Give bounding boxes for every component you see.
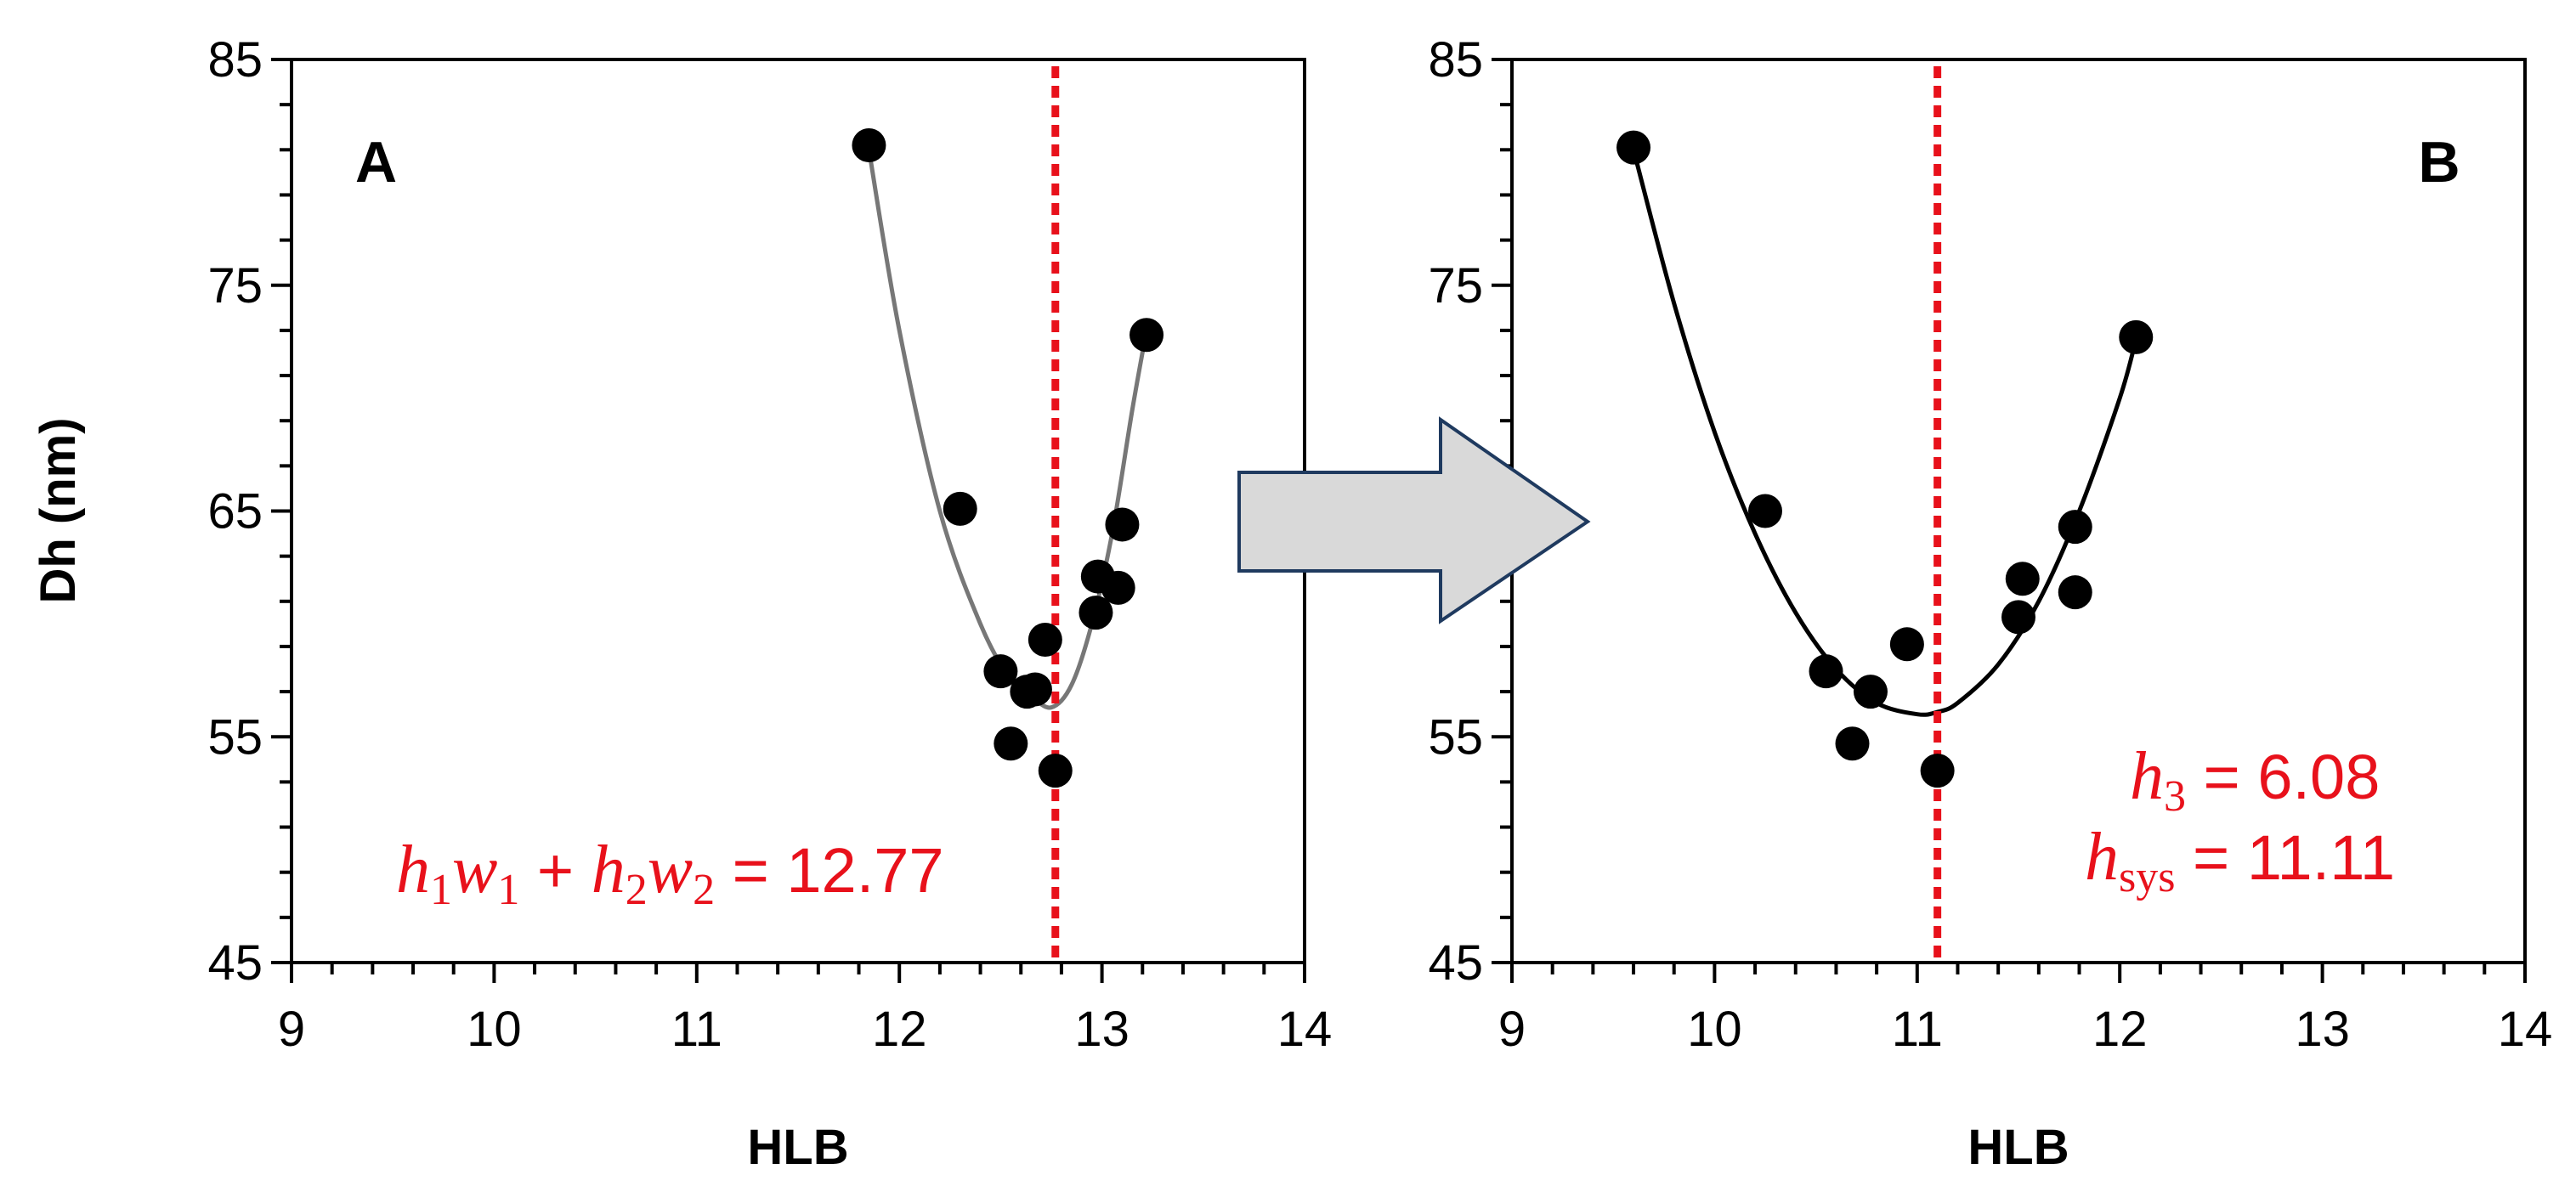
annotation-a: h1w1 + h2w2 = 12.77 bbox=[396, 833, 944, 914]
data-point bbox=[994, 726, 1028, 761]
x-tick-label: 10 bbox=[1687, 1002, 1742, 1057]
transition-arrow bbox=[1237, 416, 1591, 624]
panel-label-b: B bbox=[2418, 130, 2460, 195]
data-point bbox=[1017, 672, 1052, 707]
data-point bbox=[852, 127, 886, 162]
y-tick-label: 55 bbox=[207, 709, 263, 765]
x-tick-label: 12 bbox=[2092, 1002, 2148, 1057]
data-point bbox=[2119, 319, 2154, 354]
data-points-b bbox=[1616, 130, 2154, 788]
data-point bbox=[1101, 570, 1135, 605]
plot-frame-a bbox=[290, 58, 1306, 964]
y-tick-label: 45 bbox=[207, 935, 263, 991]
data-point bbox=[2005, 562, 2040, 596]
data-point bbox=[1835, 726, 1870, 761]
panel-label-a: A bbox=[355, 130, 397, 195]
data-point bbox=[1028, 622, 1062, 657]
data-point bbox=[2058, 575, 2092, 610]
x-tick-label: 10 bbox=[467, 1002, 522, 1057]
annotation-a-value: 12.77 bbox=[786, 835, 943, 906]
x-tick-label: 12 bbox=[872, 1002, 927, 1057]
annotation-b-hsys-value: 11.11 bbox=[2247, 822, 2395, 893]
data-point bbox=[1038, 754, 1073, 788]
x-tick-label: 9 bbox=[1498, 1002, 1526, 1057]
data-point bbox=[1129, 318, 1164, 353]
x-axis-title-b: HLB bbox=[1967, 1120, 2069, 1175]
x-tick-label: 9 bbox=[278, 1002, 305, 1057]
y-tick-label: 85 bbox=[1428, 32, 1483, 88]
data-point bbox=[943, 491, 977, 526]
x-tick-label: 13 bbox=[1074, 1002, 1129, 1057]
plot-frame-b bbox=[1510, 58, 2527, 964]
annotation-b-h3-value: 6.08 bbox=[2257, 742, 2380, 812]
y-tick-label: 65 bbox=[207, 484, 263, 539]
data-point bbox=[1079, 596, 1113, 630]
y-tick-label: 75 bbox=[207, 258, 263, 313]
y-axis-title: Dh (nm) bbox=[31, 417, 86, 603]
tick-labels-a: 9 10 11 12 13 14 45 55 65 75 85 bbox=[207, 32, 1332, 1057]
data-point bbox=[1809, 654, 1843, 689]
x-tick-label: 11 bbox=[671, 1002, 722, 1057]
y-tick-label: 55 bbox=[1428, 709, 1483, 765]
y-tick-label: 75 bbox=[1428, 258, 1483, 313]
data-point bbox=[1748, 494, 1782, 528]
annotation-b-hsys: hsys = 11.11 bbox=[2085, 820, 2395, 901]
data-point bbox=[2058, 510, 2092, 545]
y-tick-label: 45 bbox=[1428, 935, 1483, 991]
x-tick-label: 11 bbox=[1892, 1002, 1943, 1057]
annotation-b-h3: h3 = 6.08 bbox=[2130, 739, 2380, 821]
axis-ticks-a bbox=[271, 58, 1306, 983]
data-point bbox=[1920, 754, 1955, 788]
data-point bbox=[1616, 130, 1651, 165]
data-point bbox=[983, 654, 1018, 689]
x-tick-label: 13 bbox=[2295, 1002, 2350, 1057]
data-point bbox=[2001, 600, 2035, 635]
data-point bbox=[1853, 675, 1888, 709]
data-point bbox=[1105, 507, 1140, 542]
data-point bbox=[1889, 627, 1924, 662]
x-tick-label: 14 bbox=[2498, 1002, 2553, 1057]
x-tick-label: 14 bbox=[1277, 1002, 1333, 1057]
y-tick-label: 85 bbox=[207, 32, 263, 88]
data-points-a bbox=[852, 127, 1164, 788]
panel-a: 9 10 11 12 13 14 45 55 65 75 85 A HLB Dh (nm) h1w1… bbox=[31, 32, 1332, 1175]
x-axis-title-a: HLB bbox=[747, 1120, 848, 1175]
